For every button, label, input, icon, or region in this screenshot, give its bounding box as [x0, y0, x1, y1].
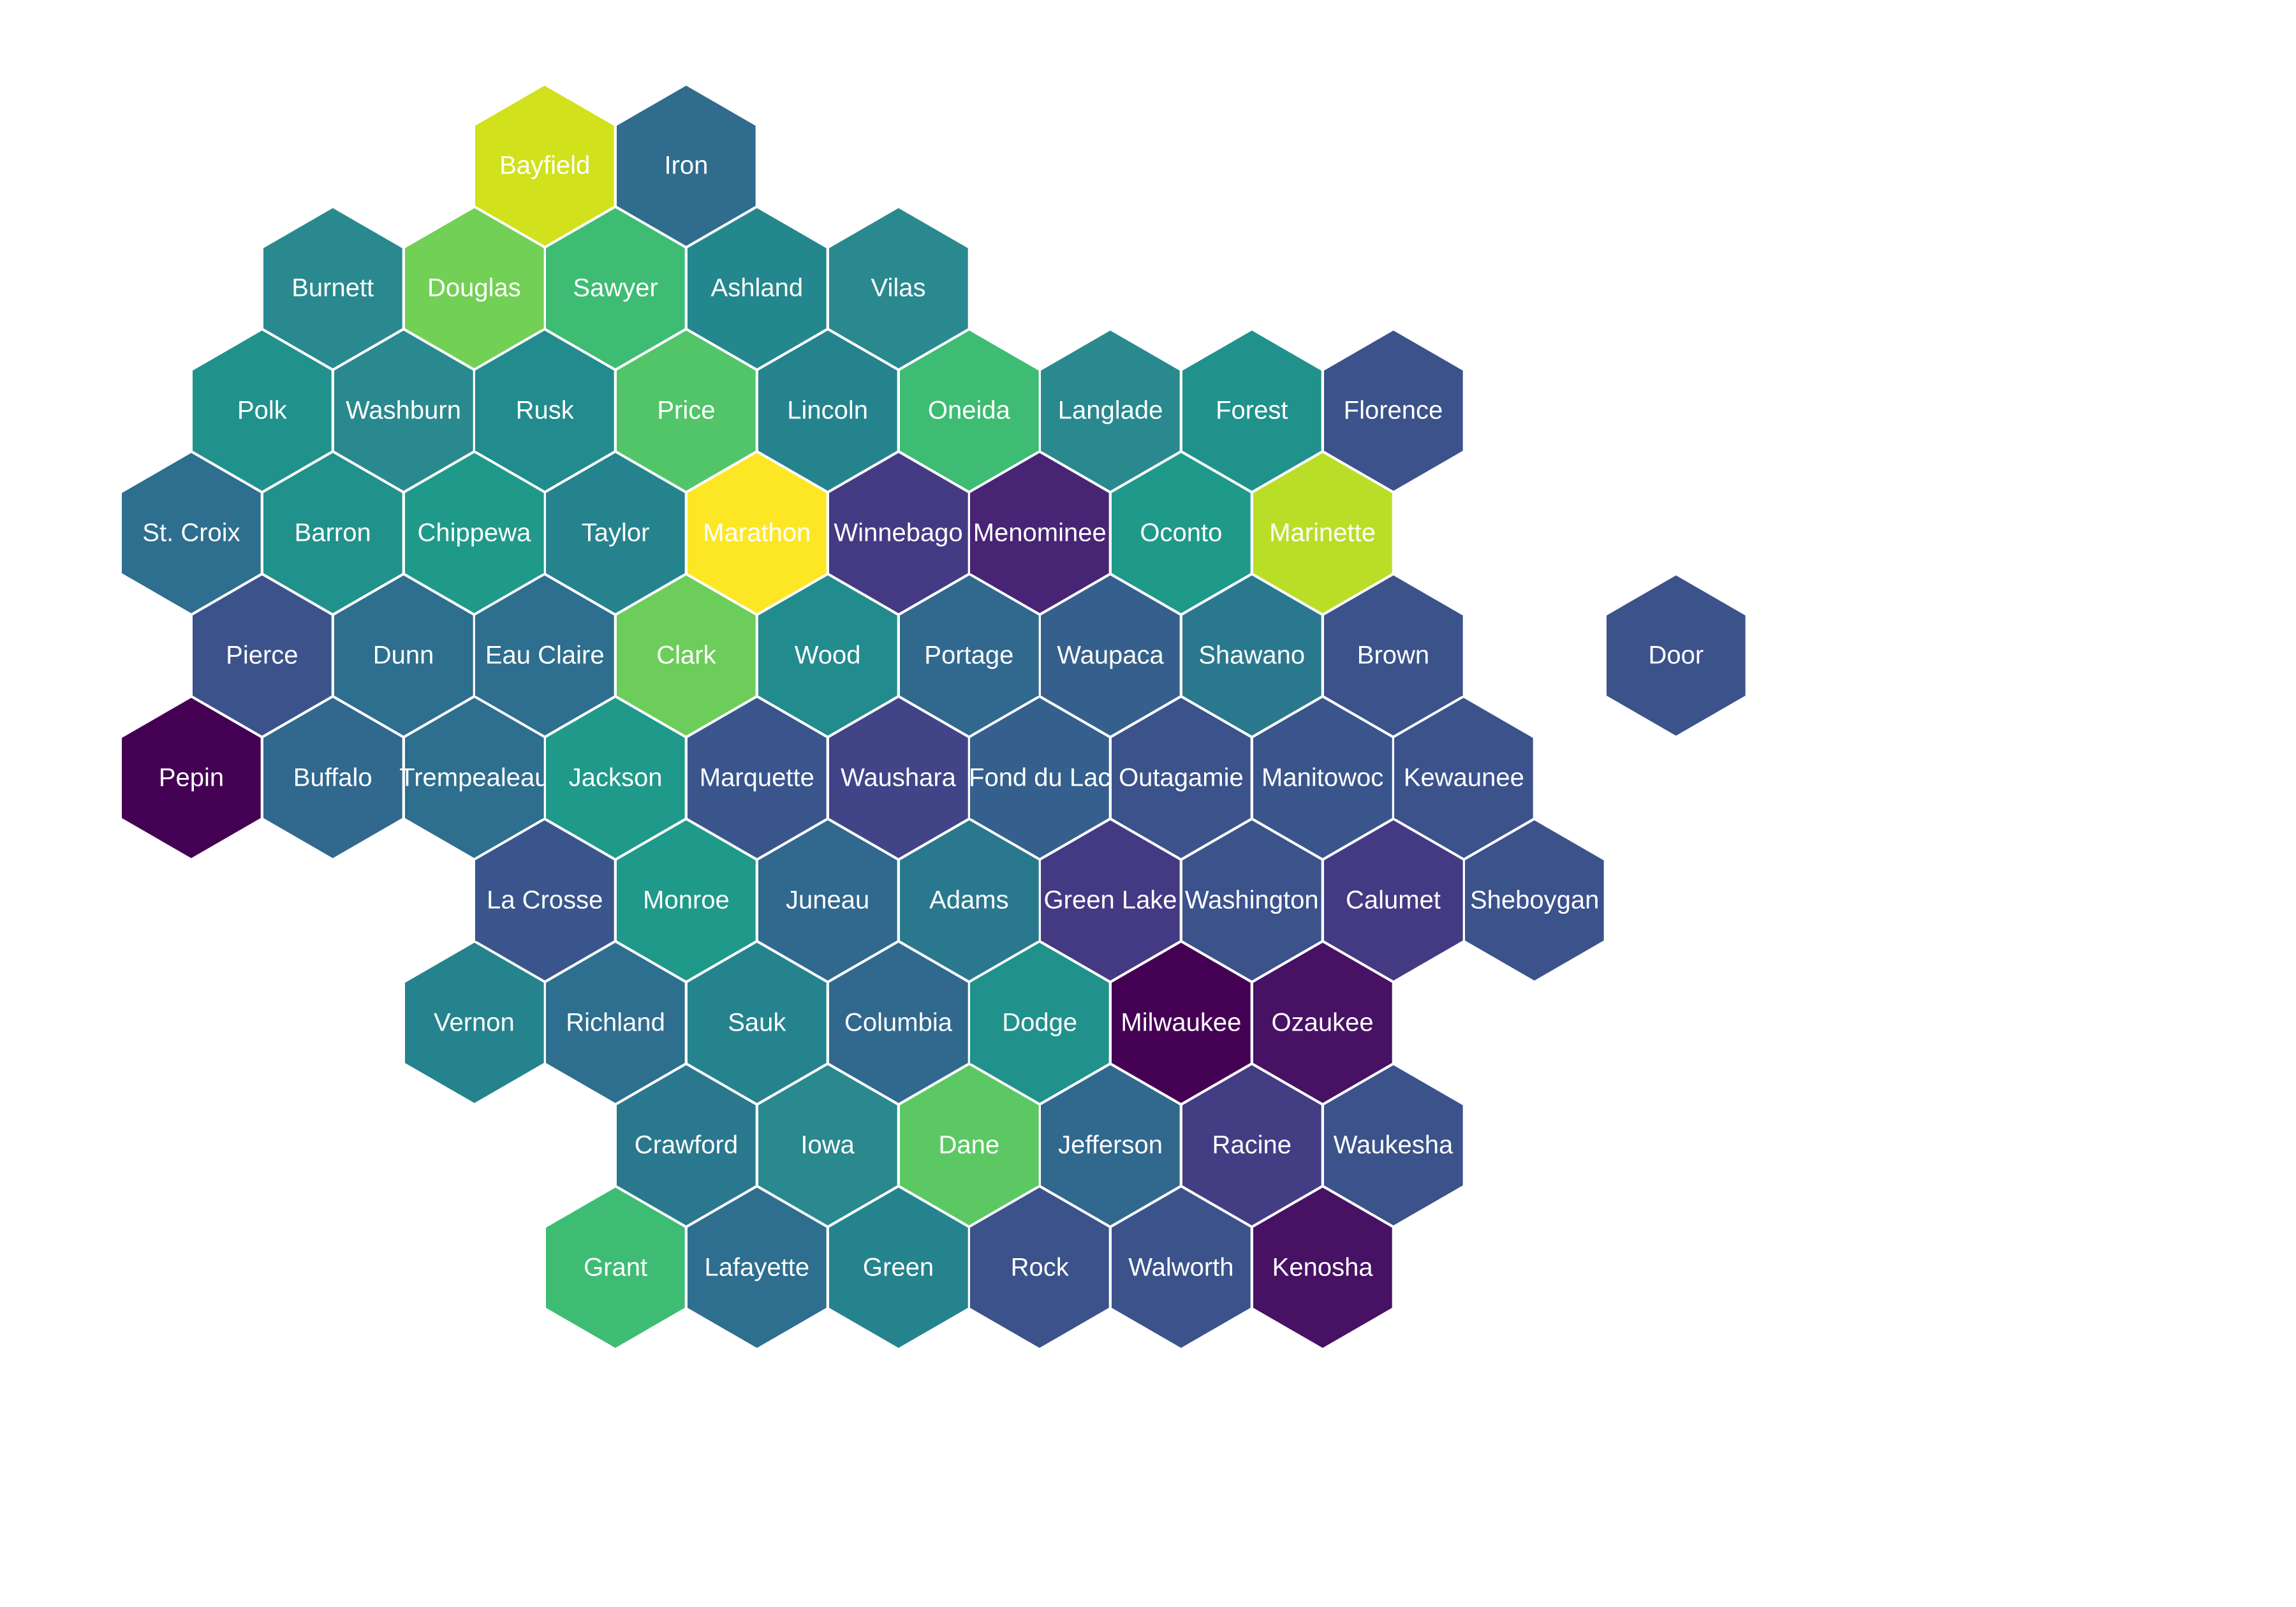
hex-cell: Grant [545, 1186, 686, 1349]
hex-cell: Pepin [121, 696, 262, 860]
hex-cell: Rock [969, 1186, 1110, 1349]
hex-cell: Kenosha [1252, 1186, 1394, 1349]
hex-cell: Sheboygan [1464, 819, 1605, 982]
hex-cell: Vernon [404, 941, 545, 1104]
hex-tilemap: BayfieldIronBurnettDouglasSawyerAshlandV… [0, 0, 2296, 1607]
hex-cell: Green [828, 1186, 969, 1349]
hex-cell: Door [1605, 574, 1747, 737]
hex-cell: Walworth [1110, 1186, 1252, 1349]
hex-cell: Lafayette [686, 1186, 828, 1349]
hex-cell: Buffalo [262, 696, 404, 860]
